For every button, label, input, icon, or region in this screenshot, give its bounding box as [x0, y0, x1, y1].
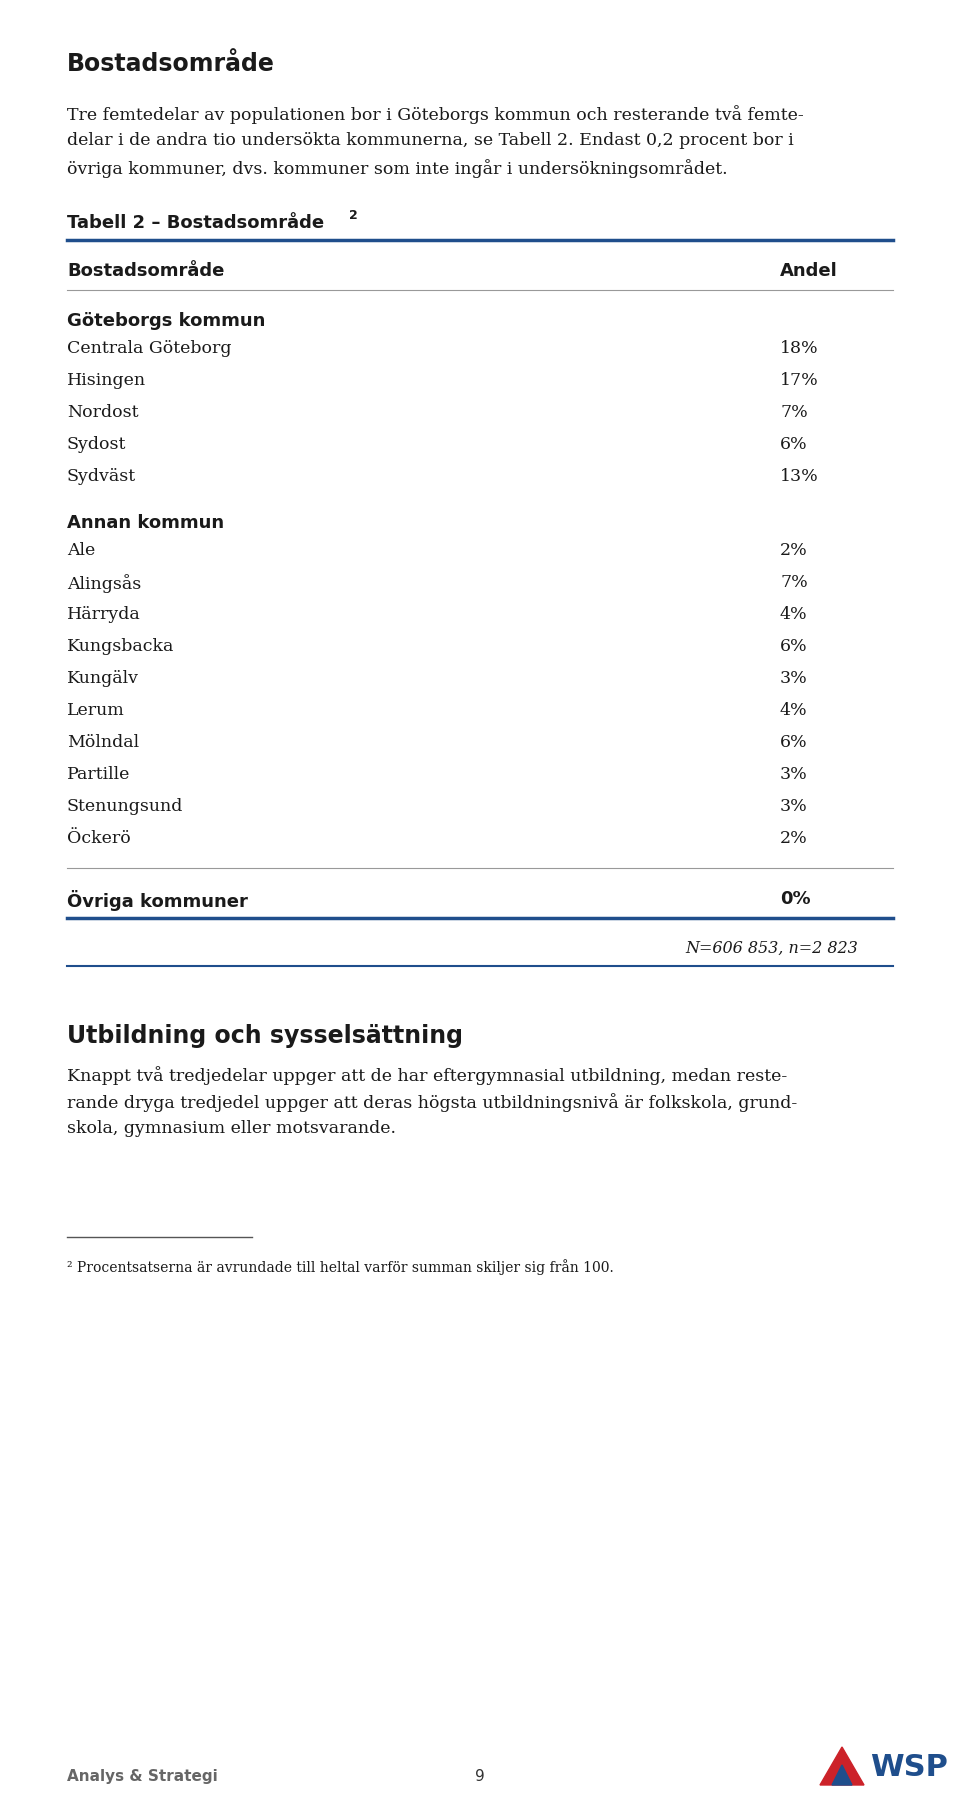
Text: Tre femtedelar av populationen bor i Göteborgs kommun och resterande två femte-: Tre femtedelar av populationen bor i Göt…: [67, 105, 804, 125]
Text: 2%: 2%: [780, 829, 807, 847]
Text: 2%: 2%: [780, 542, 807, 558]
Text: 3%: 3%: [780, 670, 807, 687]
Text: Kungälv: Kungälv: [67, 670, 139, 687]
Text: Mölndal: Mölndal: [67, 734, 139, 752]
Text: 3%: 3%: [780, 799, 807, 815]
Text: 6%: 6%: [780, 435, 807, 454]
Text: Lerum: Lerum: [67, 701, 125, 719]
Text: Alingsås: Alingsås: [67, 575, 141, 593]
Text: 4%: 4%: [780, 605, 807, 623]
Text: Tabell 2 – Bostadsområde: Tabell 2 – Bostadsområde: [67, 213, 324, 231]
Text: WSP: WSP: [870, 1753, 948, 1782]
Text: N=606 853, n=2 823: N=606 853, n=2 823: [685, 940, 857, 958]
Text: Göteborgs kommun: Göteborgs kommun: [67, 313, 265, 331]
Text: Annan kommun: Annan kommun: [67, 513, 224, 531]
Text: 18%: 18%: [780, 340, 819, 358]
Text: ² Procentsatserna är avrundade till heltal varför summan skiljer sig från 100.: ² Procentsatserna är avrundade till helt…: [67, 1259, 613, 1276]
Text: Bostadsområde: Bostadsområde: [67, 262, 225, 280]
Polygon shape: [820, 1747, 864, 1785]
Text: Knappt två tredjedelar uppger att de har eftergymnasial utbildning, medan reste-: Knappt två tredjedelar uppger att de har…: [67, 1066, 787, 1084]
Text: 6%: 6%: [780, 638, 807, 654]
Text: övriga kommuner, dvs. kommuner som inte ingår i undersökningsområdet.: övriga kommuner, dvs. kommuner som inte …: [67, 159, 728, 177]
Text: Bostadsområde: Bostadsområde: [67, 52, 275, 76]
Text: 7%: 7%: [780, 405, 807, 421]
Text: Utbildning och sysselsättning: Utbildning och sysselsättning: [67, 1025, 463, 1048]
Text: 0%: 0%: [780, 891, 810, 907]
Polygon shape: [832, 1765, 852, 1785]
Text: 6%: 6%: [780, 734, 807, 752]
Text: Sydost: Sydost: [67, 435, 127, 454]
Text: Centrala Göteborg: Centrala Göteborg: [67, 340, 231, 358]
Text: 2: 2: [349, 210, 358, 222]
Text: Öckerö: Öckerö: [67, 829, 131, 847]
Text: Nordost: Nordost: [67, 405, 138, 421]
Text: Stenungsund: Stenungsund: [67, 799, 183, 815]
Text: 3%: 3%: [780, 766, 807, 782]
Text: 13%: 13%: [780, 468, 819, 484]
Text: Hisingen: Hisingen: [67, 372, 146, 389]
Text: 9: 9: [475, 1769, 485, 1784]
Text: 7%: 7%: [780, 575, 807, 591]
Text: Andel: Andel: [780, 262, 838, 280]
Text: Sydväst: Sydväst: [67, 468, 136, 484]
Text: Övriga kommuner: Övriga kommuner: [67, 891, 248, 911]
Text: Partille: Partille: [67, 766, 131, 782]
Text: Ale: Ale: [67, 542, 95, 558]
Text: rande dryga tredjedel uppger att deras högsta utbildningsnivå är folkskola, grun: rande dryga tredjedel uppger att deras h…: [67, 1093, 797, 1111]
Text: skola, gymnasium eller motsvarande.: skola, gymnasium eller motsvarande.: [67, 1120, 396, 1137]
Text: Kungsbacka: Kungsbacka: [67, 638, 175, 654]
Text: Analys & Strategi: Analys & Strategi: [67, 1769, 218, 1784]
Text: 17%: 17%: [780, 372, 819, 389]
Text: 4%: 4%: [780, 701, 807, 719]
Text: Härryda: Härryda: [67, 605, 141, 623]
Text: delar i de andra tio undersökta kommunerna, se Tabell 2. Endast 0,2 procent bor : delar i de andra tio undersökta kommuner…: [67, 132, 794, 148]
